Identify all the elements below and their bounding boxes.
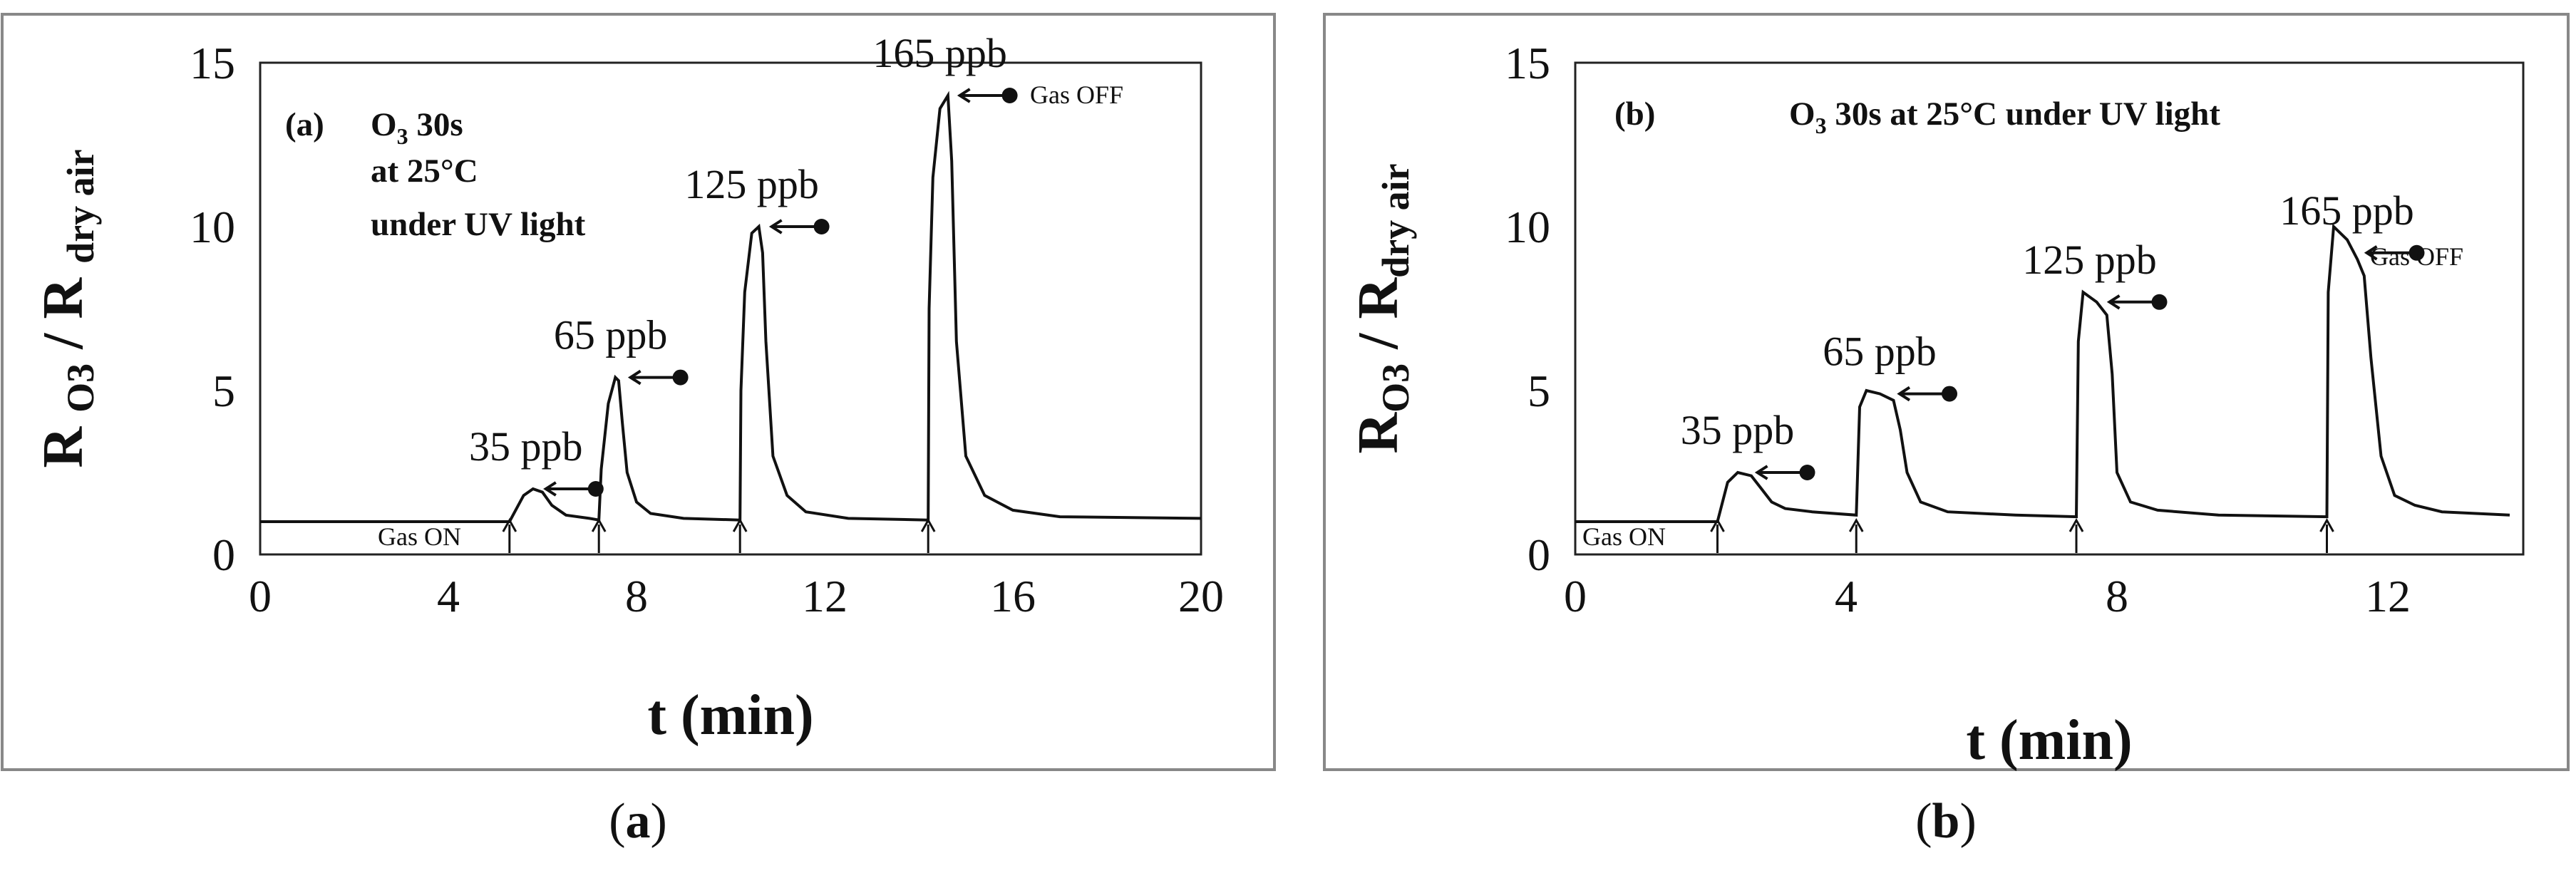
peak-label: 165 ppb: [872, 30, 1007, 76]
y-tick-label: 0: [1527, 530, 1550, 580]
caption-b: (b): [1915, 794, 1977, 849]
panel-letter-a: (a): [285, 106, 324, 143]
peak-label: 35 ppb: [1681, 407, 1795, 453]
x-tick-label: 16: [990, 571, 1036, 621]
gas-on-arrow: [732, 517, 748, 553]
peak-label: 165 ppb: [2279, 187, 2414, 234]
x-tick-labels-b: 0 4 8 12: [1564, 571, 2411, 621]
annotation-line-a-2: at 25°C: [371, 153, 478, 190]
annotation-line-b-1: O3 30s at 25°C under UV light: [1789, 95, 2220, 138]
peak-label: 125 ppb: [2022, 237, 2157, 283]
gas-off-label-b: Gas OFF: [2370, 242, 2463, 271]
x-axis-title-b: t (min): [1966, 709, 2132, 772]
annotation-line-a-1: O3 30s: [371, 106, 463, 149]
gas-on-arrow: [591, 517, 607, 553]
peak-label: 65 ppb: [1823, 329, 1937, 375]
response-curve-a: [260, 91, 1202, 523]
pointer-marker: [2364, 244, 2425, 261]
panel-b-border: [1323, 13, 2570, 771]
pointer-marker: [768, 219, 830, 234]
x-tick-labels-a: 0 4 8 12 16 20: [249, 571, 1224, 621]
y-tick-label: 0: [212, 530, 235, 580]
caption-a: (a): [609, 794, 667, 849]
plot-area-a: [259, 61, 1202, 556]
peak-label: 125 ppb: [684, 161, 819, 207]
x-tick-label: 4: [1835, 571, 1858, 621]
y-tick-label: 10: [1505, 202, 1550, 252]
x-tick-label: 4: [437, 571, 460, 621]
pointer-marker: [1897, 386, 1957, 402]
gas-on-label-a: Gas ON: [378, 522, 461, 551]
panel-a-chart: 0 5 10 15 0 4 8 12 16 20 35 ppb 65 ppb 125 ppb 165 …: [32, 30, 1224, 747]
gas-on-arrows-a: [502, 517, 936, 553]
gas-on-arrow: [502, 517, 517, 553]
x-tick-label: 0: [249, 571, 272, 621]
y-tick-label: 10: [190, 202, 235, 252]
x-tick-label: 12: [2365, 571, 2411, 621]
y-tick-label: 5: [1527, 366, 1550, 416]
plot-area-b: [1574, 61, 2525, 556]
response-curve-b: [1575, 223, 2510, 523]
gas-on-arrows-b: [1710, 517, 2334, 553]
gas-off-label-a: Gas OFF: [1030, 81, 1123, 109]
pointer-markers-b: [1754, 244, 2425, 480]
panel-letter-b: (b): [1614, 95, 1655, 133]
gas-on-arrow: [1710, 517, 1725, 553]
pointer-markers-a: [543, 88, 1018, 497]
gas-on-arrow: [2319, 517, 2334, 553]
x-tick-label: 0: [1564, 571, 1587, 621]
y-tick-labels-a: 0 5 10 15: [190, 38, 235, 580]
peak-labels-a: 35 ppb 65 ppb 125 ppb 165 ppb: [469, 30, 1007, 470]
y-tick-labels-b: 0 5 10 15: [1505, 38, 1550, 580]
y-tick-label: 15: [190, 38, 235, 88]
y-axis-title-b: RO3 / Rdry air: [1347, 163, 1417, 453]
gas-on-arrow: [920, 517, 936, 553]
pointer-marker: [957, 88, 1018, 103]
x-tick-label: 8: [625, 571, 648, 621]
annotation-line-a-3: under UV light: [371, 206, 586, 243]
peak-labels-b: 35 ppb 65 ppb 125 ppb 165 ppb: [1681, 187, 2414, 453]
x-tick-label: 20: [1178, 571, 1224, 621]
pointer-marker: [2106, 294, 2168, 310]
peak-label: 35 ppb: [469, 423, 583, 470]
gas-on-arrow: [2068, 517, 2084, 553]
panel-a-border: [1, 13, 1276, 771]
pointer-marker: [1754, 465, 1815, 480]
y-tick-label: 5: [212, 366, 235, 416]
y-axis-title-a: R O3 / R dry air: [32, 149, 102, 468]
x-axis-title-a: t (min): [647, 684, 813, 747]
peak-label: 65 ppb: [554, 312, 668, 358]
gas-on-arrow: [1848, 517, 1864, 553]
x-tick-label: 8: [2106, 571, 2128, 621]
y-tick-label: 15: [1505, 38, 1550, 88]
gas-on-label-b: Gas ON: [1582, 522, 1666, 551]
x-tick-label: 12: [802, 571, 847, 621]
pointer-marker: [627, 369, 689, 386]
pointer-marker: [543, 481, 604, 497]
